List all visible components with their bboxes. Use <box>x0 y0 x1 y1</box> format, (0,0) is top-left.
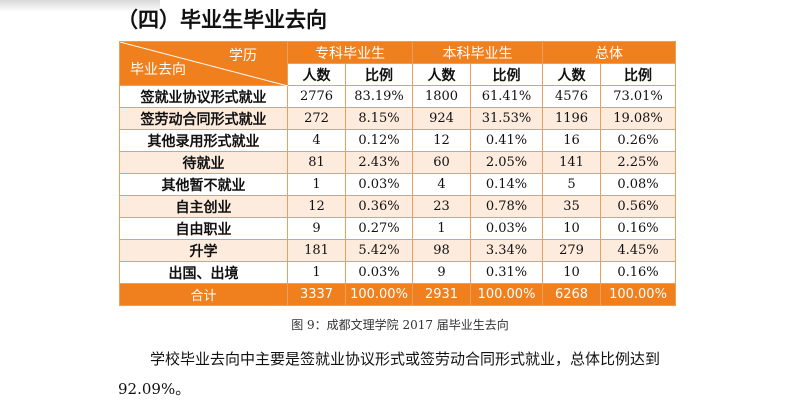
group-header-overall: 总体 <box>542 41 676 64</box>
ratio-cell: 0.26% <box>600 129 676 152</box>
count-cell: 23 <box>412 195 471 218</box>
count-cell: 10 <box>542 217 601 240</box>
total-cell: 100.00% <box>470 283 543 306</box>
table-row: 签就业协议形式就业 2776 83.19% 1800 61.41% 4576 73.01% <box>119 85 676 108</box>
ratio-cell: 0.03% <box>470 217 543 240</box>
ratio-cell: 2.43% <box>345 151 413 174</box>
count-cell: 141 <box>542 151 601 174</box>
row-label: 自主创业 <box>119 195 288 218</box>
count-cell: 5 <box>542 173 601 196</box>
count-cell: 1 <box>287 261 346 284</box>
count-cell: 4576 <box>542 85 601 108</box>
row-label: 其他暂不就业 <box>119 173 288 196</box>
count-cell: 12 <box>412 129 471 152</box>
row-label: 升学 <box>119 239 288 262</box>
diagonal-line <box>120 42 288 86</box>
count-cell: 2776 <box>287 85 346 108</box>
ratio-cell: 61.41% <box>470 85 543 108</box>
ratio-cell: 4.45% <box>600 239 676 262</box>
group-header-college: 专科毕业生 <box>287 41 413 64</box>
total-cell: 6268 <box>542 283 601 306</box>
ratio-cell: 0.16% <box>600 261 676 284</box>
ratio-cell: 83.19% <box>345 85 413 108</box>
ratio-cell: 0.41% <box>470 129 543 152</box>
row-label: 自由职业 <box>119 217 288 240</box>
count-cell: 98 <box>412 239 471 262</box>
subheader-count: 人数 <box>287 63 346 86</box>
ratio-cell: 0.16% <box>600 217 676 240</box>
ratio-cell: 3.34% <box>470 239 543 262</box>
count-cell: 279 <box>542 239 601 262</box>
count-cell: 1 <box>412 217 471 240</box>
row-label: 待就业 <box>119 151 288 174</box>
ratio-cell: 2.05% <box>470 151 543 174</box>
ratio-cell: 0.36% <box>345 195 413 218</box>
ratio-cell: 73.01% <box>600 85 676 108</box>
page-edge-shadow <box>0 0 160 12</box>
count-cell: 9 <box>287 217 346 240</box>
row-label: 签劳动合同形式就业 <box>119 107 288 130</box>
count-cell: 181 <box>287 239 346 262</box>
count-cell: 1 <box>287 173 346 196</box>
ratio-cell: 0.14% <box>470 173 543 196</box>
ratio-cell: 5.42% <box>345 239 413 262</box>
table-row: 其他录用形式就业 4 0.12% 12 0.41% 16 0.26% <box>119 129 676 152</box>
table-row: 其他暂不就业 1 0.03% 4 0.14% 5 0.08% <box>119 173 676 196</box>
row-label: 出国、出境 <box>119 261 288 284</box>
total-label: 合计 <box>119 283 288 306</box>
count-cell: 9 <box>412 261 471 284</box>
subheader-count: 人数 <box>412 63 471 86</box>
diag-header-top: 学历 <box>229 48 257 64</box>
total-cell: 100.00% <box>600 283 676 306</box>
count-cell: 4 <box>287 129 346 152</box>
count-cell: 35 <box>542 195 601 218</box>
table-row: 待就业 81 2.43% 60 2.05% 141 2.25% <box>119 151 676 174</box>
graduate-destination-table: 学历 毕业去向 专科毕业生 本科毕业生 总体 人数 比例 人数 比例 人数 比例… <box>119 41 676 306</box>
table-row: 升学 181 5.42% 98 3.34% 279 4.45% <box>119 239 676 262</box>
ratio-cell: 2.25% <box>600 151 676 174</box>
diagonal-header-cell: 学历 毕业去向 <box>119 41 288 86</box>
ratio-cell: 0.03% <box>345 173 413 196</box>
row-label: 其他录用形式就业 <box>119 129 288 152</box>
count-cell: 272 <box>287 107 346 130</box>
ratio-cell: 0.27% <box>345 217 413 240</box>
ratio-cell: 19.08% <box>600 107 676 130</box>
group-header-undergrad: 本科毕业生 <box>412 41 543 64</box>
ratio-cell: 0.08% <box>600 173 676 196</box>
table-row: 自由职业 9 0.27% 1 0.03% 10 0.16% <box>119 217 676 240</box>
total-row: 合计 3337 100.00% 2931 100.00% 6268 100.00… <box>119 283 676 306</box>
section-title: （四）毕业生毕业去向 <box>117 8 327 32</box>
table-row: 出国、出境 1 0.03% 9 0.31% 10 0.16% <box>119 261 676 284</box>
row-label: 签就业协议形式就业 <box>119 85 288 108</box>
count-cell: 10 <box>542 261 601 284</box>
ratio-cell: 8.15% <box>345 107 413 130</box>
ratio-cell: 0.31% <box>470 261 543 284</box>
table-body: 签就业协议形式就业 2776 83.19% 1800 61.41% 4576 73.01% 签… <box>119 85 676 284</box>
ratio-cell: 0.03% <box>345 261 413 284</box>
count-cell: 16 <box>542 129 601 152</box>
subheader-ratio: 比例 <box>470 63 543 86</box>
subheader-count: 人数 <box>542 63 601 86</box>
diag-header-bottom: 毕业去向 <box>130 62 186 78</box>
ratio-cell: 0.56% <box>600 195 676 218</box>
count-cell: 924 <box>412 107 471 130</box>
count-cell: 12 <box>287 195 346 218</box>
ratio-cell: 31.53% <box>470 107 543 130</box>
ratio-cell: 0.12% <box>345 129 413 152</box>
subheader-ratio: 比例 <box>600 63 676 86</box>
table-row: 签劳动合同形式就业 272 8.15% 924 31.53% 1196 19.08% <box>119 107 676 130</box>
total-cell: 100.00% <box>345 283 413 306</box>
count-cell: 1800 <box>412 85 471 108</box>
body-paragraph: 学校毕业去向中主要是签就业协议形式或签劳动合同形式就业，总体比例达到 92.09… <box>118 350 661 398</box>
ratio-cell: 0.78% <box>470 195 543 218</box>
count-cell: 60 <box>412 151 471 174</box>
total-cell: 2931 <box>412 283 471 306</box>
count-cell: 81 <box>287 151 346 174</box>
figure-caption: 图 9：成都文理学院 2017 届毕业生去向 <box>291 318 509 332</box>
total-cell: 3337 <box>287 283 346 306</box>
table-row: 自主创业 12 0.36% 23 0.78% 35 0.56% <box>119 195 676 218</box>
count-cell: 4 <box>412 173 471 196</box>
subheader-ratio: 比例 <box>345 63 413 86</box>
count-cell: 1196 <box>542 107 601 130</box>
